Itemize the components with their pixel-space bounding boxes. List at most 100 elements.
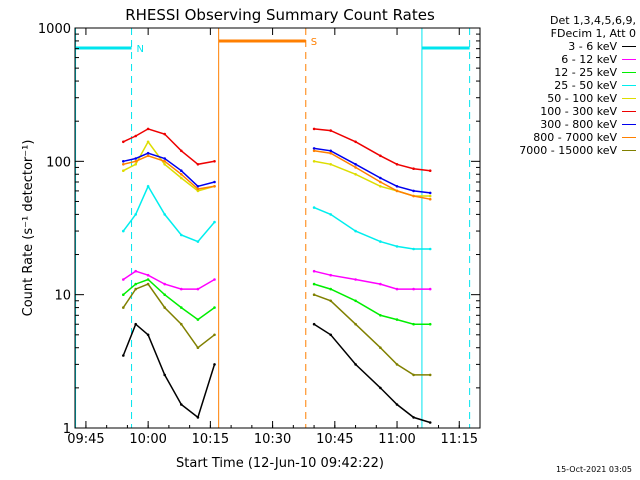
data-point (395, 318, 399, 321)
legend-swatch (622, 59, 636, 60)
legend-entry-label: 12 - 25 keV (554, 66, 617, 79)
data-point (213, 160, 216, 163)
data-point (379, 240, 382, 243)
data-point (354, 229, 357, 233)
legend-entry-label: 3 - 6 keV (568, 40, 617, 53)
data-point (428, 247, 432, 251)
series-line (313, 147, 431, 194)
data-point (213, 185, 216, 188)
legend-entry: 12 - 25 keV (484, 66, 636, 79)
marker-label: S (311, 37, 317, 48)
data-point (412, 416, 415, 419)
series-3 (122, 184, 432, 251)
series-5 (122, 127, 432, 172)
y-axis: 1 10 100 1000 (38, 22, 480, 437)
data-point (428, 191, 432, 195)
data-point (122, 278, 125, 281)
data-point (428, 197, 432, 201)
data-point (180, 233, 183, 237)
legend-entry: 300 - 800 keV (484, 118, 636, 131)
data-point (428, 194, 432, 198)
data-point (412, 322, 415, 326)
data-point (395, 403, 399, 406)
data-point (180, 322, 183, 326)
y-tick-label: 1000 (38, 22, 71, 37)
data-point (428, 373, 432, 377)
data-point (196, 318, 200, 321)
series-line (122, 184, 216, 243)
data-point (312, 293, 316, 297)
x-axis-label: Start Time (12-Jun-10 09:42:22) (176, 456, 384, 471)
data-point (428, 322, 432, 326)
data-point (134, 160, 137, 163)
data-point (379, 282, 382, 286)
legend-entry: 50 - 100 keV (484, 92, 636, 105)
data-point (196, 189, 200, 193)
legend-swatch (622, 137, 636, 138)
data-point (329, 149, 333, 153)
legend-entry-label: 800 - 7000 keV (533, 131, 617, 144)
legend-swatch (622, 150, 636, 151)
data-point (134, 269, 137, 273)
data-point (213, 180, 216, 184)
legend-entry: 7000 - 15000 keV (484, 144, 636, 157)
data-point (146, 185, 150, 188)
data-point (180, 169, 183, 172)
legend-entry: 3 - 6 keV (484, 40, 636, 53)
data-point (122, 163, 125, 166)
data-point (312, 147, 316, 150)
series-line (122, 322, 216, 419)
y-tick-label: 1 (63, 422, 71, 437)
data-point (122, 306, 125, 309)
data-point (180, 306, 183, 309)
data-point (196, 185, 200, 188)
legend-swatch (622, 85, 636, 86)
data-point (163, 163, 166, 166)
data-point (146, 154, 150, 158)
series-line (122, 128, 215, 166)
data-point (395, 185, 399, 188)
data-point (354, 322, 357, 326)
data-point (312, 269, 316, 273)
data-point (180, 403, 183, 406)
marker-night-0: N (75, 28, 144, 428)
data-point (213, 278, 216, 281)
data-point (122, 354, 125, 357)
data-point (163, 373, 166, 377)
data-point (354, 173, 357, 176)
data-point (354, 299, 357, 303)
y-tick-label: 10 (54, 289, 71, 304)
data-point (312, 127, 316, 131)
data-point (146, 140, 150, 144)
data-point (329, 213, 333, 216)
legend-entry: 25 - 50 keV (484, 79, 636, 92)
data-point (163, 157, 166, 160)
x-tick-label: 10:45 (316, 432, 353, 447)
data-point (146, 278, 150, 281)
series-line (122, 283, 215, 349)
series-line (313, 270, 431, 290)
data-point (163, 160, 166, 163)
data-point (163, 282, 166, 286)
data-point (395, 163, 399, 166)
data-point (379, 314, 382, 317)
data-point (354, 166, 357, 169)
data-point (412, 167, 415, 170)
series-line (122, 270, 215, 290)
data-point (134, 322, 137, 326)
data-point (213, 220, 216, 224)
legend-swatch (622, 111, 636, 112)
legend-entry: 100 - 300 keV (484, 105, 636, 118)
plot-area: NS (74, 27, 481, 429)
data-point (163, 293, 166, 297)
data-point (134, 163, 137, 166)
data-point (146, 333, 150, 337)
data-point (312, 160, 316, 163)
data-point (379, 154, 382, 158)
marker-SAA-1: S (218, 28, 317, 428)
data-point (428, 169, 432, 172)
data-point (163, 213, 166, 216)
data-point (196, 163, 200, 166)
series-line (313, 283, 431, 325)
chart-title: RHESSI Observing Summary Count Rates (125, 6, 435, 24)
